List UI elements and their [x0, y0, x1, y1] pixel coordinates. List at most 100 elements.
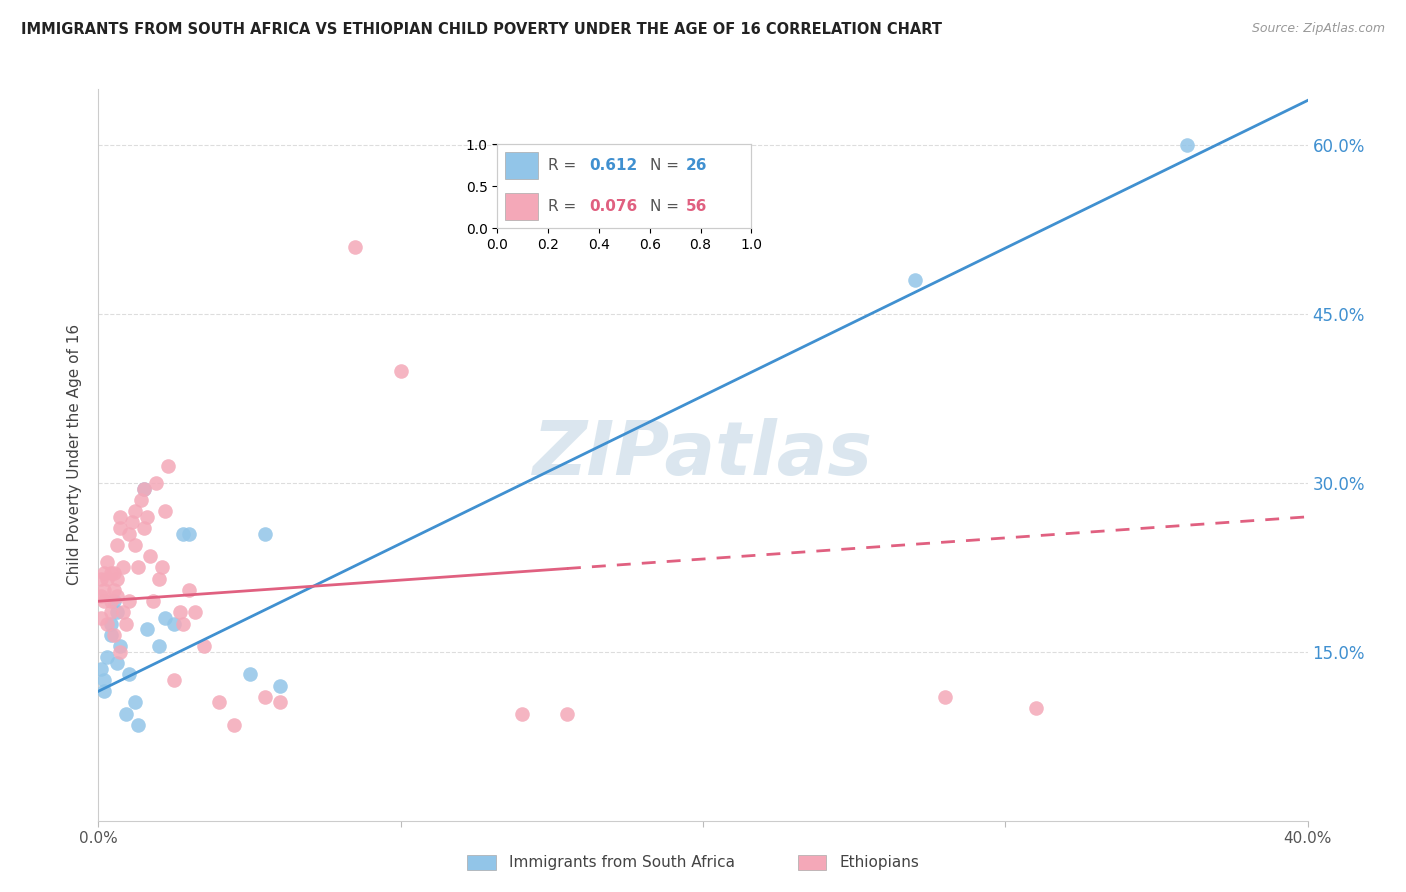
- Point: [172, 526, 194, 541]
- Point: [389, 363, 412, 377]
- Point: [163, 673, 186, 687]
- Point: [127, 718, 149, 732]
- Point: [100, 594, 122, 608]
- Point: [103, 566, 125, 580]
- Point: [172, 616, 194, 631]
- Point: [156, 459, 179, 474]
- Text: 56: 56: [685, 199, 707, 214]
- Point: [90, 662, 112, 676]
- Text: N =: N =: [650, 159, 683, 173]
- Point: [103, 582, 125, 597]
- Text: N =: N =: [650, 199, 683, 214]
- Point: [90, 572, 112, 586]
- FancyBboxPatch shape: [505, 153, 538, 179]
- Point: [124, 504, 146, 518]
- Point: [105, 606, 128, 620]
- Point: [269, 696, 291, 710]
- Point: [224, 718, 246, 732]
- Point: [148, 572, 170, 586]
- Point: [139, 549, 162, 564]
- Point: [90, 611, 112, 625]
- Point: [127, 560, 149, 574]
- Point: [934, 690, 956, 704]
- Point: [93, 684, 115, 698]
- Point: [105, 572, 128, 586]
- Point: [93, 582, 115, 597]
- Text: Source: ZipAtlas.com: Source: ZipAtlas.com: [1251, 22, 1385, 36]
- Point: [193, 639, 215, 653]
- Point: [114, 706, 136, 721]
- Point: [163, 616, 186, 631]
- Point: [1024, 701, 1046, 715]
- Point: [96, 572, 118, 586]
- FancyBboxPatch shape: [505, 193, 538, 219]
- Point: [179, 526, 201, 541]
- Point: [100, 628, 122, 642]
- Point: [132, 482, 155, 496]
- Point: [105, 656, 128, 670]
- Point: [93, 566, 115, 580]
- Point: [114, 616, 136, 631]
- Point: [93, 594, 115, 608]
- Point: [96, 650, 118, 665]
- Point: [269, 679, 291, 693]
- Point: [118, 594, 141, 608]
- Point: [100, 566, 122, 580]
- Point: [93, 673, 115, 687]
- Point: [108, 521, 131, 535]
- Point: [103, 628, 125, 642]
- Point: [124, 696, 146, 710]
- Point: [96, 555, 118, 569]
- Point: [90, 589, 112, 603]
- Text: 0.076: 0.076: [589, 199, 637, 214]
- Point: [108, 509, 131, 524]
- Point: [111, 606, 134, 620]
- Point: [555, 706, 578, 721]
- Point: [142, 594, 165, 608]
- Point: [100, 616, 122, 631]
- Text: 26: 26: [685, 159, 707, 173]
- FancyBboxPatch shape: [467, 855, 496, 871]
- Point: [124, 538, 146, 552]
- Point: [344, 240, 367, 254]
- Text: R =: R =: [548, 159, 581, 173]
- Point: [108, 645, 131, 659]
- Text: Ethiopians: Ethiopians: [839, 855, 920, 870]
- Point: [100, 606, 122, 620]
- Point: [148, 639, 170, 653]
- Text: R =: R =: [548, 199, 581, 214]
- Point: [105, 589, 128, 603]
- Point: [153, 504, 176, 518]
- Point: [121, 516, 143, 530]
- Point: [129, 492, 152, 507]
- Point: [510, 706, 533, 721]
- Text: 0.612: 0.612: [589, 159, 637, 173]
- Point: [105, 538, 128, 552]
- Point: [208, 696, 231, 710]
- Point: [111, 560, 134, 574]
- FancyBboxPatch shape: [797, 855, 827, 871]
- Point: [169, 606, 191, 620]
- Point: [1175, 138, 1198, 153]
- Point: [135, 509, 157, 524]
- Point: [150, 560, 173, 574]
- Point: [96, 616, 118, 631]
- Text: Immigrants from South Africa: Immigrants from South Africa: [509, 855, 735, 870]
- Y-axis label: Child Poverty Under the Age of 16: Child Poverty Under the Age of 16: [67, 325, 83, 585]
- Point: [253, 690, 276, 704]
- Point: [135, 623, 157, 637]
- Point: [132, 482, 155, 496]
- Point: [179, 582, 201, 597]
- Point: [145, 476, 167, 491]
- Point: [153, 611, 176, 625]
- Text: IMMIGRANTS FROM SOUTH AFRICA VS ETHIOPIAN CHILD POVERTY UNDER THE AGE OF 16 CORR: IMMIGRANTS FROM SOUTH AFRICA VS ETHIOPIA…: [21, 22, 942, 37]
- Point: [103, 594, 125, 608]
- Point: [184, 606, 207, 620]
- Point: [108, 639, 131, 653]
- Point: [132, 521, 155, 535]
- Point: [118, 667, 141, 681]
- Point: [118, 526, 141, 541]
- Point: [253, 526, 276, 541]
- Point: [239, 667, 262, 681]
- Text: ZIPatlas: ZIPatlas: [533, 418, 873, 491]
